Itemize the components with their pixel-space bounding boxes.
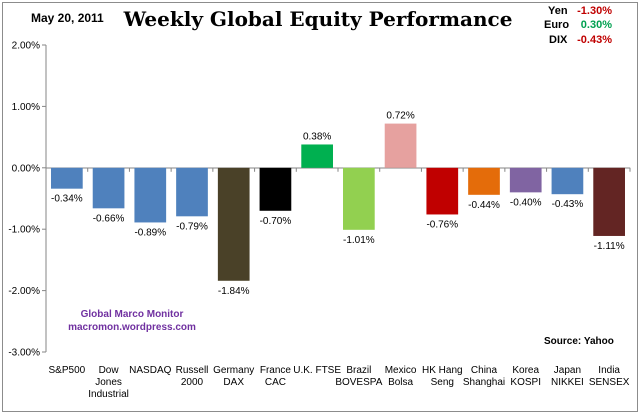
y-tick-label: -2.00% [8,286,40,297]
bar-value-label: -0.34% [51,194,83,205]
bar-value-label: -1.84% [218,286,250,297]
category-label: S&P500 [49,365,86,376]
bar [509,167,542,193]
y-tick-label: 1.00% [12,102,40,113]
category-label: Mexico Bolsa [385,365,417,388]
currency-yen-value: -1.30% [577,5,612,17]
bar [176,167,208,217]
category-label: Russell 2000 [176,365,209,388]
category-label: HK Hang Seng [422,365,463,388]
category-label: U.K. FTSE [293,365,341,376]
category-label: India SENSEX [589,365,630,388]
category-label: Germany DAX [213,365,254,388]
watermark-line2: macromon.wordpress.com [68,322,196,333]
bar [593,167,625,236]
bar-value-label: -0.44% [468,200,500,211]
bar-labels: -0.34% -0.66% -0.89% -0.79% -1.84% -0.70% 0.38… [51,111,625,297]
bar [259,167,292,211]
bar [343,167,375,230]
category-label: Korea KOSPI [510,365,541,388]
bar-value-label: 0.38% [303,131,331,142]
source-note: Source: Yahoo [544,336,614,347]
bar-value-label: -0.70% [260,216,292,227]
bar-value-label: -0.89% [134,227,166,238]
category-label: NASDAQ [129,365,171,376]
bar [92,167,125,209]
category-label: China Shanghai [463,365,505,388]
bar-value-label: -1.01% [343,235,375,246]
chart-title: Weekly Global Equity Performance [123,7,513,31]
watermark-line1: Global Marco Monitor [81,309,184,320]
currency-dix-value: -0.43% [577,34,612,46]
bar [384,123,417,168]
plot-area: 2.00% 1.00% 0.00% -1.00% -2.00% -3.00% -0.34%… [8,41,631,400]
bar [217,167,250,281]
y-tick-label: 0.00% [12,163,40,174]
category-label: Brazil BOVESPA [335,365,382,388]
currency-dix-name: DIX [549,34,568,46]
category-label: France CAC [260,365,292,388]
chart-date: May 20, 2011 [31,11,104,25]
category-label: Japan NIKKEI [551,365,584,388]
bar [51,167,83,189]
y-tick-label: -3.00% [8,348,40,359]
bar-value-label: -0.66% [93,213,125,224]
bar [426,167,459,215]
y-tick-label: 2.00% [12,41,40,52]
y-tick-label: -1.00% [8,225,40,236]
category-label: Dow Jones Industrial [88,365,129,400]
y-ticks: 2.00% 1.00% 0.00% -1.00% -2.00% -3.00% [8,41,46,359]
bar [301,144,333,168]
bar-value-label: -0.43% [552,199,584,210]
bars [51,123,625,281]
bar-value-label: -1.11% [594,241,625,252]
currency-panel: Yen -1.30% Euro 0.30% DIX -0.43% [544,5,612,46]
currency-yen-name: Yen [548,5,568,17]
bar-value-label: -0.79% [176,221,208,232]
bar-value-label: -0.40% [510,197,542,208]
bar [468,167,500,195]
currency-euro-value: 0.30% [581,19,612,31]
bar [551,167,584,195]
currency-euro-name: Euro [544,19,569,31]
bar-value-label: 0.72% [386,111,414,122]
bar [134,167,167,223]
bar-value-label: -0.76% [426,219,458,230]
